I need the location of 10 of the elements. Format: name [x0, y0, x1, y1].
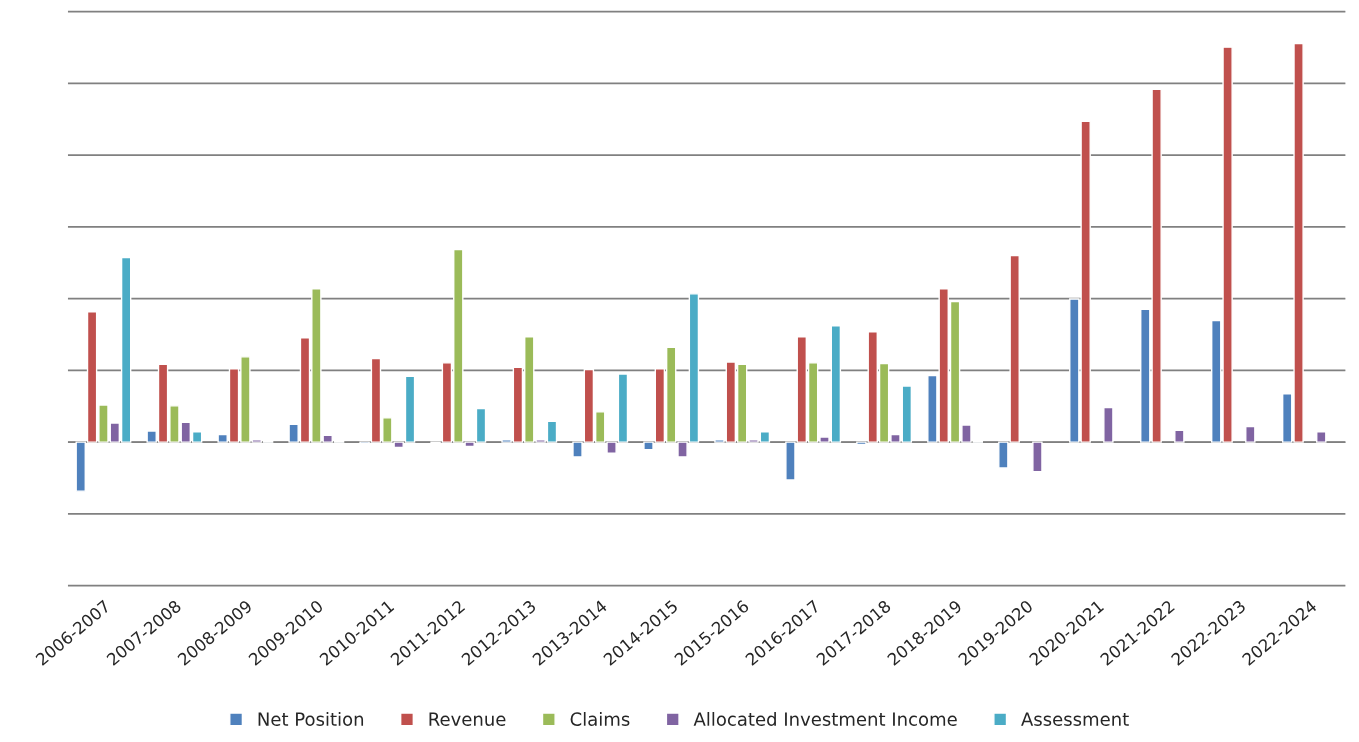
legend-label: Revenue	[429, 712, 506, 726]
bar	[1103, 406, 1114, 443]
legend-label: Net Position	[258, 711, 364, 726]
bar	[1316, 431, 1327, 443]
bar	[1174, 429, 1185, 443]
legend-label: Allocated Investment Income	[693, 711, 957, 726]
bar	[1032, 441, 1043, 473]
bar	[1245, 425, 1256, 443]
legend-label: Claims	[570, 711, 630, 726]
legend-label: Assessment	[1021, 712, 1129, 726]
